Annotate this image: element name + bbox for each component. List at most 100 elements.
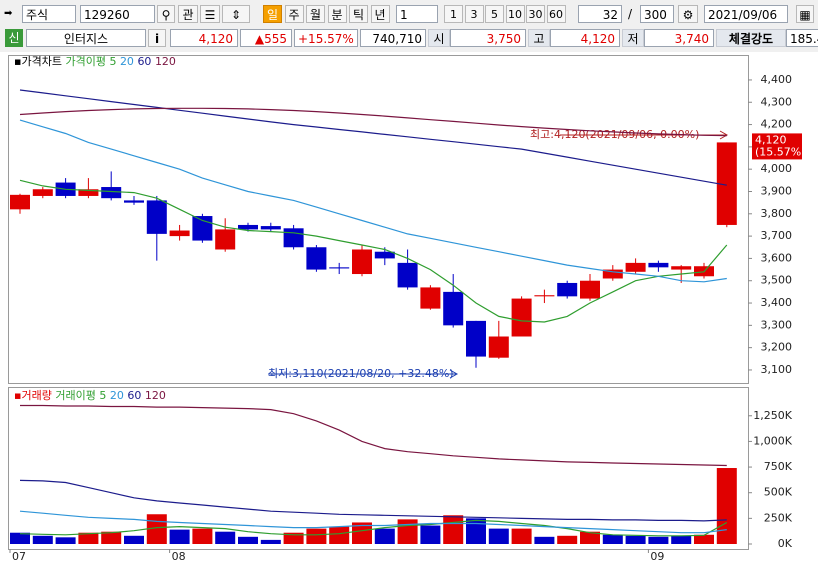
code-input[interactable]: 129260 [80, 5, 155, 23]
y-tick-label: 3,100 [761, 363, 793, 376]
volume-bar [283, 532, 304, 544]
period-btn[interactable]: 월 [306, 5, 325, 23]
y-tick-label: 1,000K [753, 434, 792, 447]
max-input[interactable]: 300 [640, 5, 674, 23]
high-note: 최고:4,120(2021/09/06, 0.00%) [530, 128, 699, 141]
quick-btn[interactable]: 1 [444, 5, 463, 23]
count-input[interactable]: 32 [578, 5, 622, 23]
watch-btn[interactable]: 관 [178, 5, 198, 23]
strength: 185.4 [786, 29, 818, 47]
y-tick-label: 4,400 [761, 73, 793, 86]
legend-item: 60 [137, 55, 151, 68]
legend-item: 5 [109, 55, 116, 68]
y-tick-label: 0K [778, 537, 793, 550]
volume: 740,710 [360, 29, 426, 47]
volume-bar [78, 532, 99, 544]
market-select[interactable]: 주식 [22, 5, 76, 23]
volume-bar [32, 535, 53, 544]
name-select[interactable]: 인터지스 [26, 29, 146, 47]
menu-icon[interactable]: ➡ [4, 8, 13, 19]
volume-bar [352, 522, 372, 544]
candle-body [352, 249, 372, 275]
volume-bar [443, 515, 464, 544]
y-tick-label: 3,200 [761, 341, 793, 354]
settings-btn[interactable]: ⚙ [678, 5, 698, 23]
x-tick-label: 08 [172, 550, 186, 563]
period-btn[interactable]: 년 [370, 5, 390, 23]
volume-bar [374, 528, 395, 544]
candle-body [329, 267, 350, 269]
candle-body [10, 194, 30, 210]
y-tick-label: 3,700 [761, 229, 793, 242]
ma-line [19, 519, 728, 537]
period-btn[interactable]: 틱 [349, 5, 368, 23]
last-rate: (15.57%) [755, 145, 806, 158]
legend-item: 60 [127, 389, 141, 402]
y-tick-label: 4,000 [761, 162, 793, 175]
x-tick-label: 09 [650, 550, 664, 563]
candle-body [511, 298, 532, 337]
volume-bar [260, 539, 281, 544]
interval-select[interactable]: 1 [396, 5, 438, 23]
volume-bar [397, 519, 418, 544]
ma-line [19, 107, 727, 137]
legend-item: 120 [145, 389, 166, 402]
volume-bar [511, 528, 532, 544]
volume-bar [488, 528, 509, 544]
quick-btn[interactable]: 3 [464, 5, 484, 23]
x-tick-label: 07 [12, 550, 26, 563]
ma-line [19, 510, 727, 534]
open-label: 시 [428, 29, 450, 47]
volume-bar [124, 535, 144, 544]
volume-bar [557, 535, 578, 544]
icon-btn[interactable]: ☰ [200, 5, 220, 23]
search-btn[interactable]: ⚲ [157, 5, 175, 23]
change: ▲555 [240, 29, 292, 47]
period-btn[interactable]: 분 [327, 5, 347, 23]
rate: +15.57% [294, 29, 358, 47]
y-tick-label: 3,300 [761, 318, 793, 331]
y-tick-label: 1,250K [753, 409, 792, 422]
price: 4,120 [170, 29, 238, 47]
volume-panel [8, 387, 749, 550]
spin-btn[interactable]: ⇕ [222, 5, 250, 23]
candle-body [238, 224, 258, 230]
candle-body [124, 200, 144, 203]
volume-bar [192, 528, 213, 544]
candle-body [534, 295, 555, 297]
quick-btn[interactable]: 5 [485, 5, 504, 23]
quick-btn[interactable]: 30 [526, 5, 545, 23]
ma-line [19, 119, 727, 283]
calendar-btn[interactable]: ▦ [796, 5, 814, 23]
period-btn[interactable]: 주 [284, 5, 304, 23]
info-btn[interactable]: i [148, 29, 166, 47]
legend-ma-label: 가격이평 [65, 55, 105, 68]
volume-bar [306, 528, 327, 544]
date-input[interactable]: 2021/09/06 [704, 5, 788, 23]
candle-body [602, 269, 623, 279]
quick-btn[interactable]: 10 [505, 5, 525, 23]
candle-body [580, 280, 600, 299]
y-tick-label: 4,200 [761, 118, 793, 131]
low-arrow-head [449, 369, 459, 379]
legend-item: 120 [155, 55, 176, 68]
candle-body [32, 189, 53, 196]
candle-body [466, 320, 486, 357]
y-tick-label: 4,300 [761, 95, 793, 108]
candle-body [192, 216, 213, 241]
volume-bar [648, 536, 669, 544]
high-arrow-head [719, 130, 729, 140]
legend-item: 20 [120, 55, 134, 68]
slash: / [628, 7, 633, 21]
period-btn[interactable]: 일 [263, 5, 282, 23]
legend-title: 거래량 [21, 389, 51, 402]
volume-bar [580, 531, 600, 544]
volume-bar [55, 537, 76, 544]
volume-bar [169, 529, 190, 544]
candle-body [78, 189, 99, 196]
volume-bar [329, 526, 350, 544]
y-tick-label: 750K [764, 460, 793, 473]
quick-btn[interactable]: 60 [546, 5, 566, 23]
